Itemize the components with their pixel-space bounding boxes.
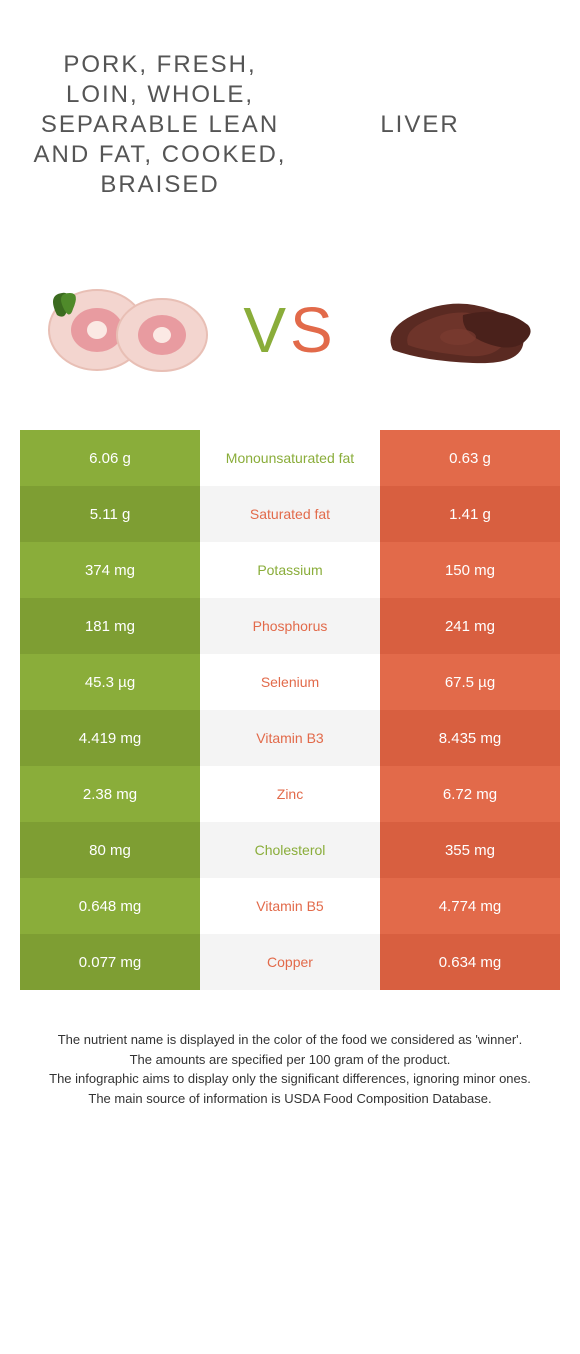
left-value-cell: 6.06 g	[20, 430, 200, 486]
nutrient-name-cell: Zinc	[200, 766, 380, 822]
left-food-title: PORK, FRESH, LOIN, WHOLE, SEPARABLE LEAN…	[30, 50, 290, 200]
left-value-cell: 0.648 mg	[20, 878, 200, 934]
liver-image	[347, 270, 560, 390]
table-row: 6.06 gMonounsaturated fat0.63 g	[20, 430, 560, 486]
left-value-cell: 0.077 mg	[20, 934, 200, 990]
table-row: 2.38 mgZinc6.72 mg	[20, 766, 560, 822]
table-row: 45.3 µgSelenium67.5 µg	[20, 654, 560, 710]
vs-v: V	[243, 294, 290, 366]
nutrient-name-cell: Copper	[200, 934, 380, 990]
right-value-cell: 1.41 g	[380, 486, 560, 542]
left-value-cell: 5.11 g	[20, 486, 200, 542]
vs-label: VS	[243, 293, 336, 367]
left-value-cell: 374 mg	[20, 542, 200, 598]
titles-row: PORK, FRESH, LOIN, WHOLE, SEPARABLE LEAN…	[0, 0, 580, 260]
footer-line: The infographic aims to display only the…	[30, 1069, 550, 1089]
left-value-cell: 181 mg	[20, 598, 200, 654]
right-value-cell: 67.5 µg	[380, 654, 560, 710]
nutrient-name-cell: Vitamin B5	[200, 878, 380, 934]
right-value-cell: 241 mg	[380, 598, 560, 654]
table-row: 181 mgPhosphorus241 mg	[20, 598, 560, 654]
footer-line: The nutrient name is displayed in the co…	[30, 1030, 550, 1050]
table-row: 374 mgPotassium150 mg	[20, 542, 560, 598]
footer-line: The amounts are specified per 100 gram o…	[30, 1050, 550, 1070]
right-food-title: LIVER	[290, 110, 550, 140]
table-row: 4.419 mgVitamin B38.435 mg	[20, 710, 560, 766]
left-value-cell: 45.3 µg	[20, 654, 200, 710]
right-value-cell: 150 mg	[380, 542, 560, 598]
right-value-cell: 6.72 mg	[380, 766, 560, 822]
footer-line: The main source of information is USDA F…	[30, 1089, 550, 1109]
right-value-cell: 355 mg	[380, 822, 560, 878]
nutrient-name-cell: Selenium	[200, 654, 380, 710]
pork-illustration-icon	[37, 275, 217, 385]
table-row: 0.648 mgVitamin B54.774 mg	[20, 878, 560, 934]
left-value-cell: 2.38 mg	[20, 766, 200, 822]
nutrient-name-cell: Vitamin B3	[200, 710, 380, 766]
pork-image	[20, 270, 233, 390]
nutrient-name-cell: Potassium	[200, 542, 380, 598]
table-row: 0.077 mgCopper0.634 mg	[20, 934, 560, 990]
vs-row: VS	[0, 260, 580, 430]
nutrient-table: 6.06 gMonounsaturated fat0.63 g5.11 gSat…	[0, 430, 580, 990]
nutrient-name-cell: Cholesterol	[200, 822, 380, 878]
left-value-cell: 4.419 mg	[20, 710, 200, 766]
left-value-cell: 80 mg	[20, 822, 200, 878]
liver-illustration-icon	[363, 275, 543, 385]
right-value-cell: 0.63 g	[380, 430, 560, 486]
nutrient-name-cell: Phosphorus	[200, 598, 380, 654]
nutrient-name-cell: Saturated fat	[200, 486, 380, 542]
vs-s: S	[290, 294, 337, 366]
footer-notes: The nutrient name is displayed in the co…	[0, 990, 580, 1128]
right-value-cell: 0.634 mg	[380, 934, 560, 990]
table-row: 5.11 gSaturated fat1.41 g	[20, 486, 560, 542]
right-value-cell: 8.435 mg	[380, 710, 560, 766]
right-value-cell: 4.774 mg	[380, 878, 560, 934]
table-row: 80 mgCholesterol355 mg	[20, 822, 560, 878]
nutrient-name-cell: Monounsaturated fat	[200, 430, 380, 486]
